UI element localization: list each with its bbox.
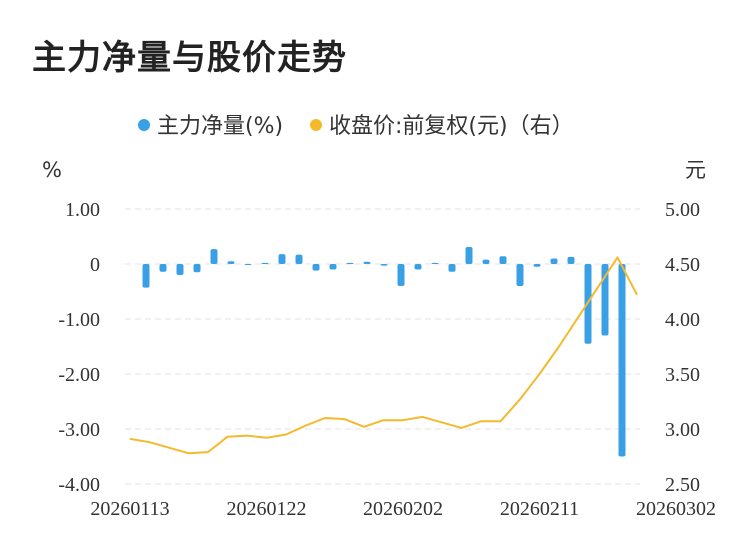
grid-lines [125,208,640,485]
left-axis-unit: % [42,158,62,182]
bar-mark [346,262,354,264]
legend-label-series1: 主力净量(%) [157,114,283,139]
left-axis-tick-label: -3.00 [58,419,100,441]
legend-marker-series1 [138,119,150,131]
chart-title: 主力净量与股价走势 [32,38,347,78]
left-axis-tick-label: 0 [90,254,100,276]
bar-series [142,246,626,457]
right-axis-tick-label: 3.00 [665,419,700,441]
bar-mark [210,249,218,264]
x-axis-tick-label: 20260122 [227,498,307,520]
bar-mark [329,264,337,270]
bar-mark [516,264,524,286]
price-line [129,256,638,455]
bar-mark [380,264,388,266]
right-axis-tick-label: 3.50 [665,364,700,386]
right-axis-unit: 元 [685,158,706,182]
bar-mark [431,262,439,264]
bar-mark [567,256,575,264]
bar-mark [295,254,303,264]
right-axis-tick-label: 5.00 [665,199,700,221]
bar-mark [278,254,286,264]
left-axis-tick-label: -4.00 [58,474,100,496]
bar-mark [142,264,150,288]
bar-mark [193,264,201,273]
bar-mark [312,264,320,271]
bar-mark [465,246,473,264]
left-axis-tick-label: -2.00 [58,364,100,386]
right-axis-tick-label: 2.50 [665,474,700,496]
bar-mark [159,264,167,272]
right-axis-tick-label: 4.50 [665,254,700,276]
bar-mark [397,264,405,286]
left-axis-ticks: 1.00 0 -1.00 -2.00 -3.00 -4.00 [58,199,100,496]
bar-mark [261,262,269,264]
left-axis-tick-label: 1.00 [65,199,100,221]
bar-mark [618,264,626,457]
x-axis-tick-label: 20260113 [90,498,169,520]
right-axis-tick-label: 4.00 [665,309,700,331]
line-series [129,256,638,455]
left-axis-tick-label: -1.00 [58,309,100,331]
legend: 主力净量(%) 收盘价:前复权(元)（右） [138,114,574,139]
x-axis-tick-label: 20260202 [363,498,443,520]
bar-mark [227,261,235,264]
legend-marker-series2 [310,119,322,131]
bar-mark [533,264,541,267]
x-axis-tick-label: 20260211 [500,498,579,520]
bar-mark [550,258,558,264]
x-axis-tick-label: 20260302 [636,498,716,520]
bar-mark [176,264,184,275]
bar-mark [482,259,490,264]
bar-mark [244,264,252,265]
legend-label-series2: 收盘价:前复权(元)（右） [329,114,574,139]
bar-mark [448,264,456,272]
bar-mark [601,264,609,336]
right-axis-ticks: 5.00 4.50 4.00 3.50 3.00 2.50 [665,199,700,496]
bar-mark [499,256,507,264]
bar-mark [363,261,371,264]
x-axis-ticks: 20260113 20260122 20260202 20260211 20260302 [90,498,716,520]
bar-mark [414,264,422,270]
